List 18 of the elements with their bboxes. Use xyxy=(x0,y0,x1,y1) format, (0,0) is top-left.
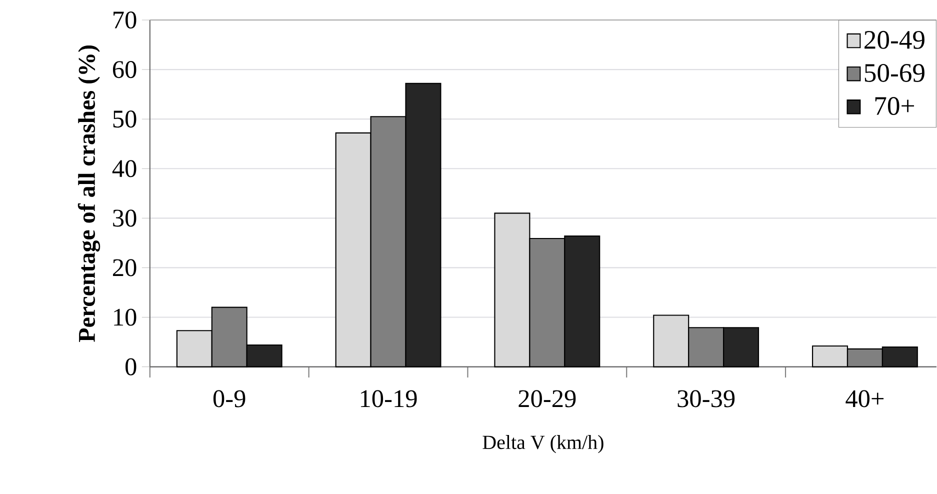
x-tick-label: 30-39 xyxy=(678,390,735,408)
y-tick-label: 50 xyxy=(113,110,136,128)
y-tick-label: 30 xyxy=(113,210,136,227)
x-tick-label: 10-19 xyxy=(360,390,417,408)
x-axis-title: Delta V (km/h) xyxy=(482,435,604,454)
y-tick-label: 60 xyxy=(112,61,136,78)
x-tick-label: 20-29 xyxy=(518,390,576,408)
x-tick-label: 40+ xyxy=(846,390,884,408)
y-tick-label: 40 xyxy=(112,160,136,178)
legend-label: 70+ xyxy=(875,97,914,116)
legend-label: 20-49 xyxy=(864,31,924,50)
y-tick-label: 0 xyxy=(126,358,136,376)
y-axis-title: Percentage of all crashes (%) xyxy=(78,46,100,342)
legend-label: 50-69 xyxy=(864,64,924,82)
y-tick-label: 10 xyxy=(114,308,136,326)
y-tick-label: 20 xyxy=(113,259,136,276)
y-tick-label: 70 xyxy=(114,12,136,29)
x-tick-label: 0-9 xyxy=(213,390,246,408)
